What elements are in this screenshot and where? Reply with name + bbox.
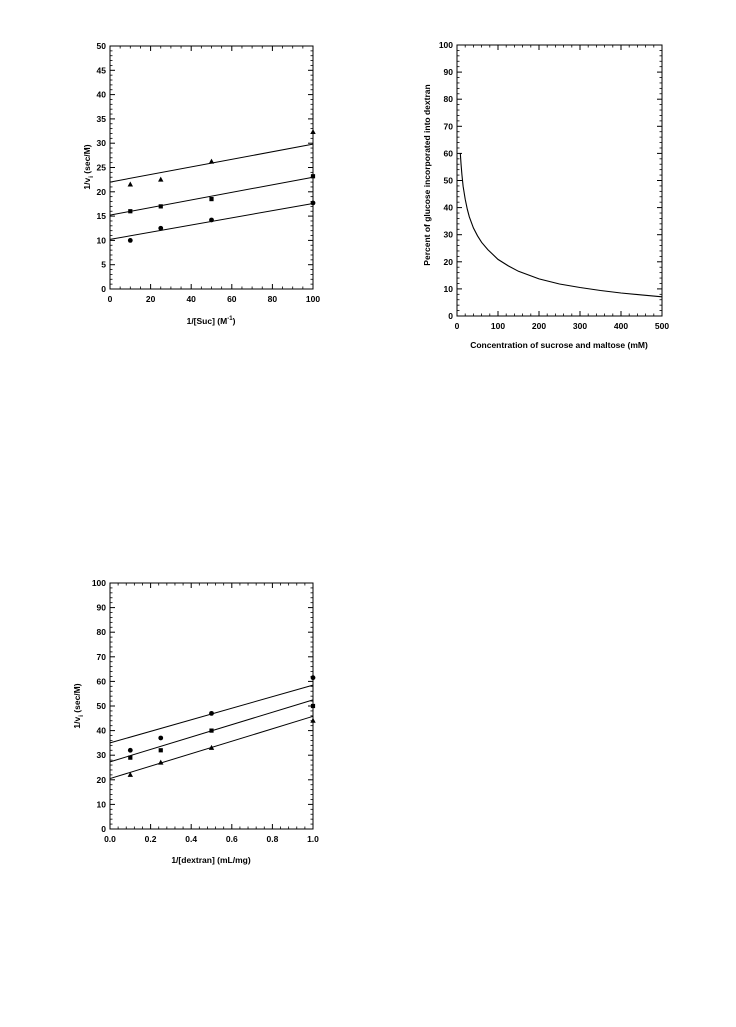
x-tick-label: 0	[108, 294, 113, 304]
y-tick-label: 60	[97, 676, 107, 686]
square-data-point	[310, 703, 316, 709]
square-data-point	[158, 204, 163, 209]
circle-data-point	[158, 225, 164, 231]
x-tick-label: 60	[227, 294, 237, 304]
x-tick-label: 400	[614, 321, 628, 331]
x-tick-label: 100	[491, 321, 505, 331]
x-tick-label: 80	[268, 294, 278, 304]
square-data-point	[128, 755, 133, 760]
y-tick-label: 30	[97, 750, 107, 760]
circle-data-point	[310, 200, 316, 206]
y-tick-label: 0	[448, 311, 453, 321]
y-tick-label: 15	[97, 211, 107, 221]
y-tick-label: 35	[97, 114, 107, 124]
x-axis-label: Concentration of sucrose and maltose (mM…	[470, 340, 648, 350]
square-data-point	[209, 196, 214, 202]
x-axis-label: 1/[Suc] (M-1)	[187, 316, 236, 326]
y-tick-label: 40	[97, 90, 107, 100]
y-tick-label: 10	[444, 284, 454, 294]
y-tick-label: 20	[97, 187, 107, 197]
y-tick-label: 70	[444, 121, 454, 131]
x-axis-label: 1/[dextran] (mL/mg)	[171, 855, 251, 865]
x-tick-label: 0.4	[185, 834, 197, 844]
y-axis-label: Percent of glucose incorporated into dex…	[422, 84, 432, 265]
square-data-point	[158, 748, 163, 753]
plot-frame	[109, 45, 314, 290]
square-series-fit-line	[109, 176, 314, 216]
triangle-data-point	[310, 717, 316, 723]
triangle-data-point	[208, 744, 215, 750]
triangle-data-point	[127, 771, 133, 777]
triangle-data-point	[158, 759, 164, 765]
x-tick-label: 40	[186, 294, 196, 304]
x-tick-label: 100	[306, 294, 320, 304]
y-tick-label: 60	[444, 148, 454, 158]
square-data-point	[310, 174, 316, 179]
y-tick-label: 100	[439, 40, 453, 50]
y-tick-label: 80	[97, 627, 107, 637]
x-tick-label: 0.2	[145, 834, 157, 844]
y-axis-label: 1/vi (sec/M)	[82, 144, 95, 189]
x-tick-label: 500	[655, 321, 669, 331]
circle-data-point	[127, 238, 133, 243]
y-tick-label: 40	[444, 203, 454, 213]
y-tick-label: 10	[97, 799, 107, 809]
triangle-data-point	[310, 129, 316, 135]
y-tick-label: 5	[101, 260, 106, 270]
plot-frame	[456, 44, 663, 317]
x-tick-label: 0.6	[226, 834, 238, 844]
circle-data-point	[209, 710, 214, 716]
dextran-chart: 0.0 0.2 0.4 0.6 0.8 1.0 0 10 20 30 40 50 60 70 80 90 10…	[72, 578, 319, 865]
y-tick-label: 10	[97, 235, 107, 245]
percent-chart: 0 100 200 300 400 500 0102030405060708090100 …	[422, 40, 669, 350]
y-tick-label: 30	[97, 138, 107, 148]
y-tick-label: 100	[92, 578, 106, 588]
y-tick-label: 20	[444, 257, 454, 267]
plot-frame	[109, 582, 314, 830]
y-tick-label: 80	[444, 94, 454, 104]
x-tick-label: 0.0	[104, 834, 116, 844]
x-tick-label: 300	[573, 321, 587, 331]
y-tick-label: 90	[444, 67, 454, 77]
triangle-data-point	[158, 176, 164, 182]
x-tick-label: 20	[146, 294, 156, 304]
y-tick-label: 50	[444, 176, 454, 186]
y-tick-label: 40	[97, 726, 107, 736]
x-tick-label: 200	[532, 321, 546, 331]
decay-curve	[459, 153, 663, 298]
y-tick-label: 30	[444, 230, 454, 240]
circle-data-point	[158, 735, 164, 741]
y-tick-label: 50	[97, 41, 107, 51]
triangle-data-point	[127, 181, 133, 187]
circle-data-point	[127, 747, 133, 753]
suc-chart: 0 20 40 60 80 100 0 5 10 15 20 25 30 35 40 45 50 1/[Suc…	[82, 41, 320, 326]
square-data-point	[128, 209, 133, 214]
x-tick-label: 0	[455, 321, 460, 331]
circle-data-point	[310, 675, 316, 681]
x-tick-label: 0.8	[266, 834, 278, 844]
triangle-data-point	[208, 158, 215, 164]
x-tick-label: 1.0	[307, 834, 319, 844]
circle-data-point	[209, 217, 214, 223]
y-tick-label: 20	[97, 775, 107, 785]
y-tick-label: 90	[97, 603, 107, 613]
y-axis-label: 1/vi (sec/M)	[72, 683, 85, 728]
y-tick-label: 45	[97, 65, 107, 75]
y-tick-label: 0	[101, 824, 106, 834]
y-tick-label: 0	[101, 284, 106, 294]
y-tick-label: 50	[97, 701, 107, 711]
y-tick-label: 25	[97, 163, 107, 173]
y-tick-label: 70	[97, 652, 107, 662]
square-data-point	[209, 728, 214, 733]
